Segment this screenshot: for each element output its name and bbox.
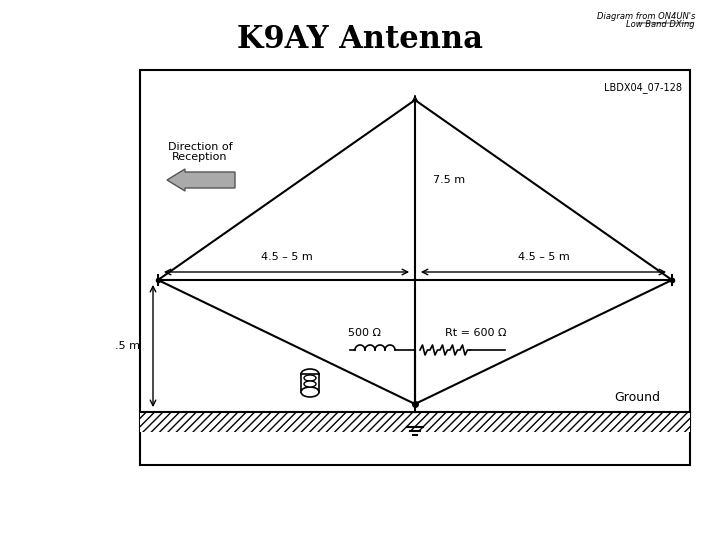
Ellipse shape xyxy=(301,369,319,379)
Text: Rt = 600 Ω: Rt = 600 Ω xyxy=(445,328,506,338)
Text: K9AY Antenna: K9AY Antenna xyxy=(237,24,483,56)
Text: LBDX04_07-128: LBDX04_07-128 xyxy=(604,82,682,93)
Text: Ground: Ground xyxy=(614,391,660,404)
Bar xyxy=(140,412,690,432)
Text: 7.5 m: 7.5 m xyxy=(433,175,465,185)
Text: Direction of: Direction of xyxy=(168,142,233,152)
Ellipse shape xyxy=(304,381,316,387)
Text: Low Band DXing: Low Band DXing xyxy=(626,20,695,29)
Ellipse shape xyxy=(304,375,316,381)
FancyBboxPatch shape xyxy=(140,70,690,465)
FancyArrow shape xyxy=(167,169,235,191)
Text: Diagram from ON4UN's: Diagram from ON4UN's xyxy=(597,12,695,21)
Text: 4.5 – 5 m: 4.5 – 5 m xyxy=(261,252,312,262)
Text: .5 m: .5 m xyxy=(115,341,140,351)
Bar xyxy=(301,374,319,392)
Text: 500 Ω: 500 Ω xyxy=(348,328,382,338)
Text: 4.5 – 5 m: 4.5 – 5 m xyxy=(518,252,570,262)
Ellipse shape xyxy=(301,387,319,397)
Text: Reception: Reception xyxy=(172,152,228,162)
